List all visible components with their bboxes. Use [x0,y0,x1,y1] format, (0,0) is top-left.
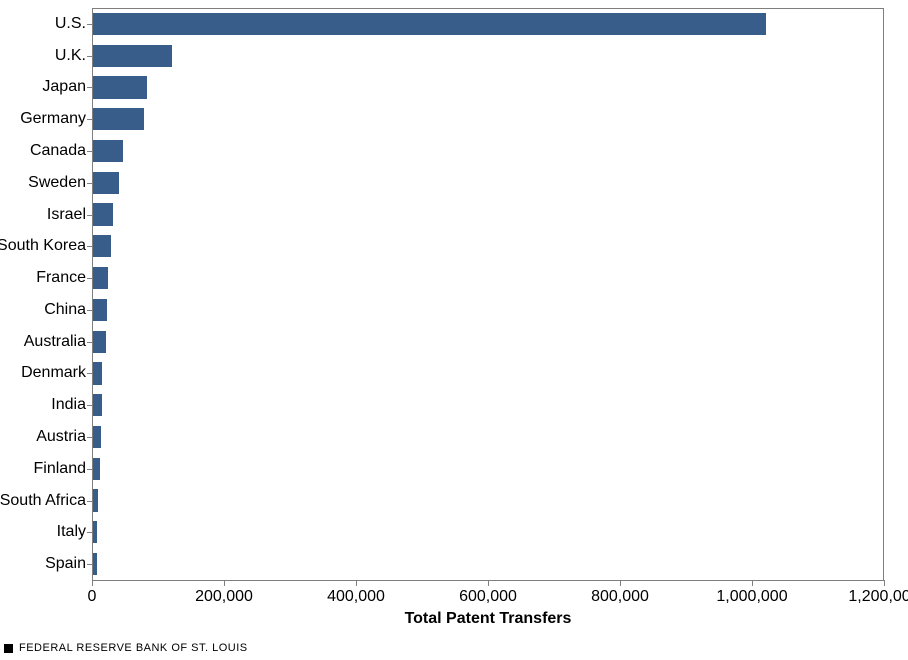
y-axis-tick [87,437,92,438]
y-axis-category-label: South Africa [0,493,86,509]
plot-area [92,8,884,580]
bar [93,45,172,67]
y-axis-category-label: Canada [30,143,86,159]
bar [93,553,97,575]
y-axis-tick [87,151,92,152]
y-axis-category-label: Sweden [28,175,86,191]
y-axis-tick [87,405,92,406]
y-axis-tick [87,532,92,533]
bar [93,426,101,448]
bar [93,331,106,353]
x-axis-tick [884,580,885,586]
x-axis-tick-label: 400,000 [327,588,385,606]
y-axis-tick [87,564,92,565]
y-axis-category-label: Israel [47,207,86,223]
square-bullet-icon [4,644,13,653]
x-axis-tick [224,580,225,586]
bar [93,458,100,480]
y-axis-tick [87,56,92,57]
x-axis-tick-label: 0 [88,588,97,606]
y-axis-tick [87,469,92,470]
bar [93,13,766,35]
bar [93,76,147,98]
y-axis-tick [87,246,92,247]
y-axis-category-label: France [36,270,86,286]
y-axis-category-label: Austria [36,429,86,445]
x-axis-tick [92,580,93,586]
y-axis-tick [87,373,92,374]
y-axis-tick [87,87,92,88]
bar [93,140,123,162]
y-axis-category-label: Spain [45,556,86,572]
y-axis-tick [87,310,92,311]
x-axis-tick [620,580,621,586]
x-axis-tick-label: 800,000 [591,588,649,606]
y-axis-tick [87,501,92,502]
y-axis-category-label: Denmark [21,365,86,381]
x-axis-tick-label: 200,000 [195,588,253,606]
bar [93,235,111,257]
y-axis-tick [87,24,92,25]
bar [93,394,102,416]
x-axis-title: Total Patent Transfers [405,610,572,628]
bar [93,489,98,511]
bar [93,299,107,321]
x-axis-tick [752,580,753,586]
y-axis-category-label: Japan [42,79,86,95]
bar [93,172,119,194]
y-axis-tick [87,342,92,343]
y-axis-category-label: U.K. [55,48,86,64]
bar [93,203,113,225]
source-text: FEDERAL RESERVE BANK OF ST. LOUIS [19,642,248,654]
y-axis-category-label: Germany [20,111,86,127]
y-axis-tick [87,119,92,120]
y-axis-category-label: China [44,302,86,318]
y-axis-category-label: U.S. [55,16,86,32]
x-axis-tick-label: 1,000,000 [716,588,787,606]
y-axis-category-label: Italy [57,524,86,540]
y-axis-category-label: Australia [24,334,86,350]
bar [93,362,102,384]
y-axis-tick [87,278,92,279]
source-attribution: FEDERAL RESERVE BANK OF ST. LOUIS [4,642,248,654]
x-axis-tick [488,580,489,586]
x-axis-tick [356,580,357,586]
y-axis-tick [87,215,92,216]
y-axis-category-label: India [51,397,86,413]
bar [93,267,108,289]
bar [93,521,97,543]
y-axis-category-label: South Korea [0,238,86,254]
y-axis-category-label: Finland [34,461,86,477]
patent-transfers-chart: U.S. U.K. Japan Germany Canada Sweden Israel So… [0,0,908,660]
y-axis-tick [87,183,92,184]
x-axis-tick-label: 1,200,000 [848,588,908,606]
x-axis-tick-label: 600,000 [459,588,517,606]
bar [93,108,144,130]
